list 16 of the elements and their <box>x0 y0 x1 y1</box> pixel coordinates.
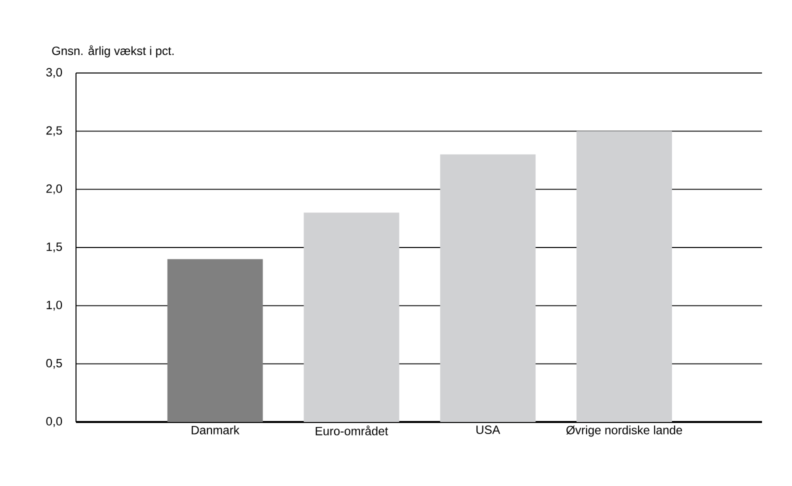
y-tick-label: 2,0 <box>46 184 62 194</box>
y-tick-label: 2,5 <box>46 126 62 136</box>
x-tick-label: Øvrige nordiske lande <box>566 426 682 437</box>
bar <box>167 259 263 422</box>
x-tick-label: USA <box>476 426 500 434</box>
y-tick-label: 1,5 <box>46 242 62 252</box>
y-tick-label: 1,0 <box>46 300 62 311</box>
y-tick-label: 0,5 <box>46 358 62 369</box>
y-tick-label: 3,0 <box>46 68 62 78</box>
bar <box>304 212 400 422</box>
bar <box>440 154 536 422</box>
x-tick-label: Danmark <box>192 426 240 434</box>
y-axis-title: Gnsn. årlig vækst i pct. <box>52 45 174 58</box>
y-tick-label: 0,0 <box>46 417 62 427</box>
bar <box>576 131 672 422</box>
x-tick-label: Euro-området <box>316 426 388 436</box>
